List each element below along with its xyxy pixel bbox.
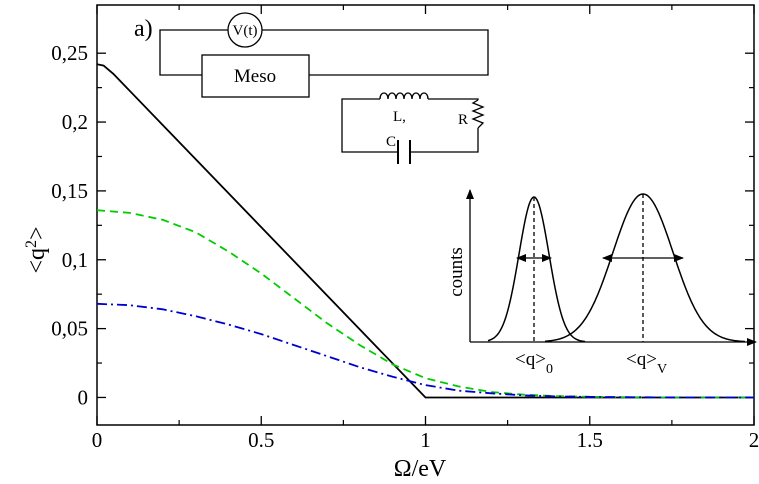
resistor-label: R — [458, 112, 468, 128]
resistor-icon — [471, 99, 485, 129]
x-tick-label: 0 — [92, 428, 103, 452]
capacitor-label: C — [386, 134, 396, 150]
tick-labels: 0 0.5 1 1.5 2 0 0,05 0,1 0,15 0,2 0,25 — [51, 41, 759, 452]
inductor-label: L, — [393, 109, 406, 125]
x-tick-label: 0.5 — [248, 428, 274, 452]
y-tick-label: 0,25 — [51, 41, 88, 65]
rlc-wire — [341, 98, 479, 153]
panel-label: a) — [134, 16, 153, 42]
y-tick-label: 0,1 — [62, 248, 88, 272]
meso-box — [201, 54, 310, 98]
inset-peak-v — [544, 193, 745, 343]
y-tick-label: 0,05 — [51, 317, 88, 341]
capacitor-icon — [397, 140, 411, 164]
y-tick-label: 0,15 — [51, 179, 88, 203]
inset-peak-v-label: <q>V — [626, 349, 667, 377]
series-line-1 — [97, 63, 754, 399]
x-tick-label: 1 — [420, 428, 431, 452]
y-axis-label: <q2> — [23, 226, 51, 273]
x-axis-label: Ω/eV — [394, 456, 447, 482]
inset-y-label: counts — [446, 247, 467, 297]
inset-histogram: counts <q>0 <q>V — [446, 189, 757, 377]
voltage-source-icon — [227, 12, 263, 48]
y-tick-label: 0,2 — [62, 110, 88, 134]
voltage-source-label: V(t) — [233, 23, 258, 39]
meso-label: Meso — [234, 66, 276, 87]
x-tick-label: 2 — [749, 428, 759, 452]
series-line-3 — [97, 302, 754, 399]
axis-ticks — [96, 5, 755, 425]
inductor-icon — [379, 92, 429, 100]
x-tick-label: 1.5 — [577, 428, 603, 452]
inset-peak-0 — [487, 196, 586, 343]
circuit-diagram: V(t) Meso L, C R — [159, 12, 489, 164]
circuit-wire-top — [159, 29, 489, 76]
inset-peak-0-label: <q>0 — [515, 349, 553, 377]
y-tick-label: 0 — [78, 385, 89, 409]
series-lines — [97, 63, 754, 399]
